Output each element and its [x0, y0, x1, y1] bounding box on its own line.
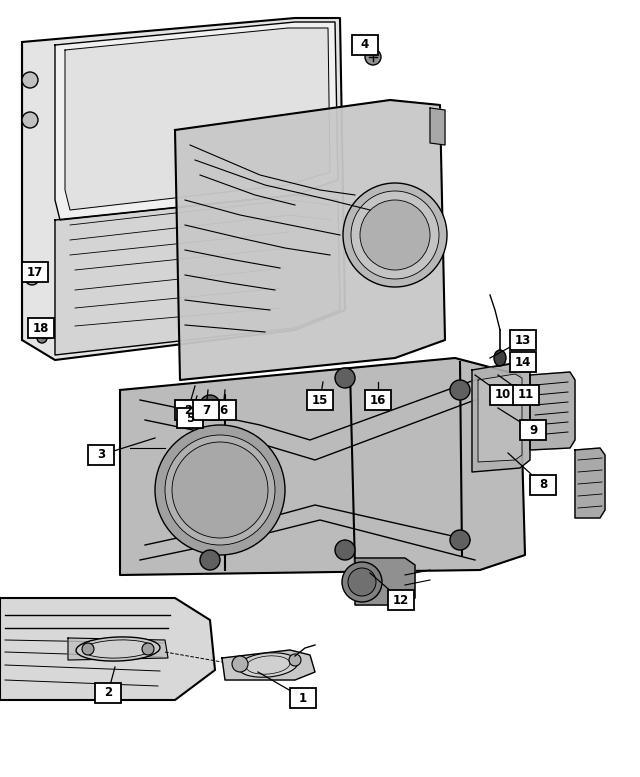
Text: 3: 3	[97, 448, 105, 462]
Polygon shape	[478, 374, 522, 462]
Text: 2: 2	[104, 687, 112, 699]
Polygon shape	[530, 372, 575, 450]
Polygon shape	[68, 638, 168, 660]
Ellipse shape	[342, 562, 382, 602]
FancyBboxPatch shape	[88, 445, 114, 465]
Ellipse shape	[343, 183, 447, 287]
Ellipse shape	[232, 656, 248, 672]
FancyBboxPatch shape	[388, 590, 414, 610]
FancyBboxPatch shape	[520, 420, 546, 440]
Polygon shape	[430, 108, 445, 145]
Ellipse shape	[25, 271, 39, 285]
Ellipse shape	[76, 637, 160, 661]
Ellipse shape	[28, 274, 36, 282]
Ellipse shape	[165, 435, 275, 545]
Text: 11: 11	[518, 388, 534, 402]
Ellipse shape	[494, 350, 506, 366]
FancyBboxPatch shape	[193, 400, 219, 420]
FancyBboxPatch shape	[290, 688, 316, 708]
Polygon shape	[55, 195, 340, 355]
Ellipse shape	[289, 654, 301, 666]
FancyBboxPatch shape	[22, 262, 48, 282]
Text: 5: 5	[186, 412, 194, 424]
FancyBboxPatch shape	[490, 385, 516, 405]
FancyBboxPatch shape	[95, 683, 121, 703]
Text: 14: 14	[515, 356, 531, 368]
Text: 4: 4	[361, 39, 369, 51]
Text: 10: 10	[495, 388, 511, 402]
Ellipse shape	[22, 112, 38, 128]
FancyBboxPatch shape	[175, 400, 201, 420]
Ellipse shape	[200, 395, 220, 415]
Ellipse shape	[142, 643, 154, 655]
Text: 18: 18	[33, 322, 49, 335]
Polygon shape	[65, 28, 330, 210]
FancyBboxPatch shape	[513, 385, 539, 405]
Polygon shape	[472, 362, 530, 472]
Text: 6: 6	[219, 403, 227, 416]
Polygon shape	[120, 358, 525, 575]
Polygon shape	[22, 18, 345, 360]
Text: 13: 13	[515, 333, 531, 347]
Text: 17: 17	[27, 266, 43, 278]
Ellipse shape	[335, 540, 355, 560]
FancyBboxPatch shape	[307, 390, 333, 410]
Ellipse shape	[22, 72, 38, 88]
Text: 1: 1	[299, 692, 307, 705]
Polygon shape	[222, 650, 315, 680]
Ellipse shape	[365, 49, 381, 65]
Ellipse shape	[238, 653, 298, 678]
Text: 9: 9	[529, 423, 537, 437]
Ellipse shape	[348, 568, 376, 596]
Ellipse shape	[83, 640, 153, 658]
FancyBboxPatch shape	[510, 330, 536, 350]
Polygon shape	[355, 558, 415, 605]
FancyBboxPatch shape	[365, 390, 391, 410]
FancyBboxPatch shape	[210, 400, 236, 420]
FancyBboxPatch shape	[510, 352, 536, 372]
Text: 2: 2	[184, 403, 192, 416]
Text: 7: 7	[202, 403, 210, 416]
Polygon shape	[55, 22, 338, 220]
Ellipse shape	[172, 442, 268, 538]
Ellipse shape	[200, 550, 220, 570]
Ellipse shape	[450, 380, 470, 400]
FancyBboxPatch shape	[28, 318, 54, 338]
Text: 8: 8	[539, 479, 547, 492]
Ellipse shape	[37, 333, 47, 343]
Text: 12: 12	[393, 594, 409, 607]
Polygon shape	[0, 598, 215, 700]
Ellipse shape	[155, 425, 285, 555]
Polygon shape	[175, 100, 445, 380]
Ellipse shape	[335, 368, 355, 388]
Text: 15: 15	[312, 393, 328, 406]
FancyBboxPatch shape	[177, 408, 203, 428]
Ellipse shape	[360, 200, 430, 270]
Ellipse shape	[82, 643, 94, 655]
FancyBboxPatch shape	[530, 475, 556, 495]
FancyBboxPatch shape	[352, 35, 378, 55]
Ellipse shape	[351, 191, 439, 279]
Ellipse shape	[450, 530, 470, 550]
Polygon shape	[575, 448, 605, 518]
Text: 16: 16	[370, 393, 386, 406]
